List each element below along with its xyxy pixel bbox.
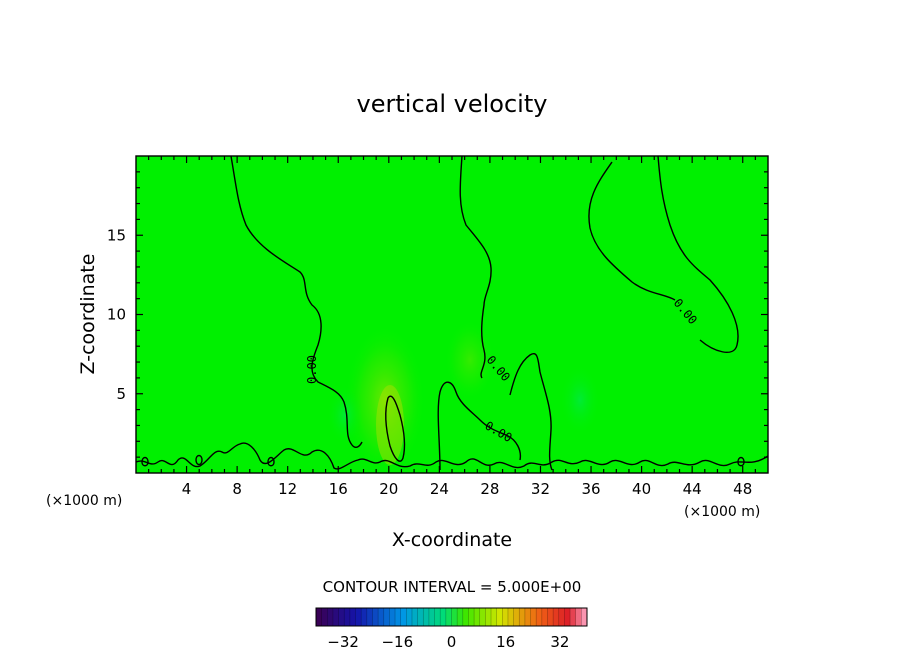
colorbar-cell (406, 608, 413, 626)
heatmap-field (136, 156, 768, 473)
colorbar-cell (440, 608, 447, 626)
y-axis-unit: (×1000 m) (46, 493, 122, 509)
contour-line-3 (588, 156, 739, 353)
colorbar-cell (553, 608, 560, 626)
colorbar-cell (383, 608, 390, 626)
colorbar-cell (496, 608, 503, 626)
colorbar-cell (575, 608, 582, 626)
colorbar-cell (530, 608, 537, 626)
colorbar-cell (564, 608, 571, 626)
x-tick-label: 48 (733, 480, 752, 498)
contour-line-2 (459, 156, 492, 379)
colorbar-cell (457, 608, 464, 626)
colorbar-tick-label: −16 (381, 633, 413, 651)
colorbar-tick-labels: −32 −16 0 16 32 (327, 633, 569, 651)
colorbar-tick-label: 32 (550, 633, 569, 651)
colorbar-cell (423, 608, 430, 626)
x-ticks: 4 8 12 16 20 24 28 32 36 40 44 48 (148, 156, 756, 498)
colorbar-cell (547, 608, 554, 626)
colorbar-cell (536, 608, 543, 626)
colorbar-cell (502, 608, 509, 626)
colorbar-cell (332, 608, 339, 626)
x-tick-label: 20 (379, 480, 398, 498)
x-tick-label: 40 (632, 480, 651, 498)
x-axis-label: X-coordinate (392, 529, 512, 551)
colorbar-cell (445, 608, 452, 626)
y-ticks: 5 10 15 (107, 171, 768, 458)
contour-interval-text: CONTOUR INTERVAL = 5.000E+00 (323, 578, 582, 596)
contour-small-cell-3 (267, 456, 275, 467)
heatmap-background (136, 156, 768, 473)
contour-updraft-closed (385, 395, 406, 462)
plot-area: 0.00 0.00 0.00 0.00 4 8 12 16 20 24 28 32 36 40 44… (107, 155, 769, 498)
colorbar-cell (378, 608, 385, 626)
colorbar-frame (315, 607, 588, 627)
colorbar-cell (491, 608, 498, 626)
contour-near-surface (136, 442, 768, 470)
colorbar-cell (338, 608, 345, 626)
colorbar-cell (316, 608, 323, 626)
colorbar-cell (479, 608, 486, 626)
chart-title: vertical velocity (357, 90, 548, 118)
colorbar-cell (361, 608, 368, 626)
colorbar-cells (315, 608, 588, 626)
contour-small-cell-1 (141, 456, 149, 467)
colorbar-cell (344, 608, 351, 626)
x-tick-label: 32 (531, 480, 550, 498)
x-tick-label: 12 (278, 480, 297, 498)
colorbar-cell (389, 608, 396, 626)
y-axis-label: Z-coordinate (77, 254, 99, 375)
colorbar-cell (428, 608, 435, 626)
x-tick-label: 24 (430, 480, 449, 498)
colorbar-cell (558, 608, 565, 626)
x-tick-label: 44 (683, 480, 702, 498)
colorbar-cell (366, 608, 373, 626)
colorbar-cell (434, 608, 441, 626)
y-tick-label: 5 (116, 385, 126, 403)
colorbar: −32 −16 0 16 32 (315, 607, 588, 651)
colorbar-cell (570, 608, 577, 626)
contour-small-cell-4 (737, 456, 745, 467)
colorbar-tick-label: −32 (327, 633, 359, 651)
colorbar-tick-label: 16 (496, 633, 515, 651)
colorbar-cell (411, 608, 419, 626)
contour-line-1 (230, 156, 363, 449)
colorbar-cell (581, 608, 588, 626)
colorbar-cell (513, 608, 520, 626)
colorbar-cell (417, 608, 424, 626)
colorbar-cell (327, 608, 334, 626)
colorbar-cell (507, 608, 515, 626)
colorbar-cell (451, 608, 458, 626)
downdraft-region-2 (560, 365, 600, 435)
y-tick-label: 10 (107, 306, 126, 324)
x-tick-label: 4 (182, 480, 192, 498)
colorbar-cell (400, 608, 407, 626)
x-tick-label: 8 (232, 480, 242, 498)
colorbar-cell (524, 608, 531, 626)
colorbar-cell (541, 608, 548, 626)
x-tick-label: 36 (581, 480, 600, 498)
contour-line-5 (437, 381, 522, 471)
contour-label-1: 0.00 (305, 355, 319, 384)
colorbar-cell (519, 608, 526, 626)
colorbar-cell (395, 608, 402, 626)
x-tick-label: 16 (329, 480, 348, 498)
contour-small-cell-2 (195, 454, 203, 466)
downdraft-region-1 (327, 385, 363, 445)
colorbar-cell (372, 608, 379, 626)
contour-line-4 (509, 353, 553, 471)
colorbar-cell (349, 608, 356, 626)
colorbar-cell (321, 608, 328, 626)
x-axis-unit: (×1000 m) (684, 504, 760, 520)
colorbar-tick-label: 0 (447, 633, 457, 651)
colorbar-cell (474, 608, 481, 626)
x-tick-label: 28 (480, 480, 499, 498)
y-tick-label: 15 (107, 226, 126, 244)
colorbar-cell (485, 608, 492, 626)
colorbar-cell (468, 608, 475, 626)
colorbar-cell (462, 608, 469, 626)
colorbar-cell (355, 608, 362, 626)
